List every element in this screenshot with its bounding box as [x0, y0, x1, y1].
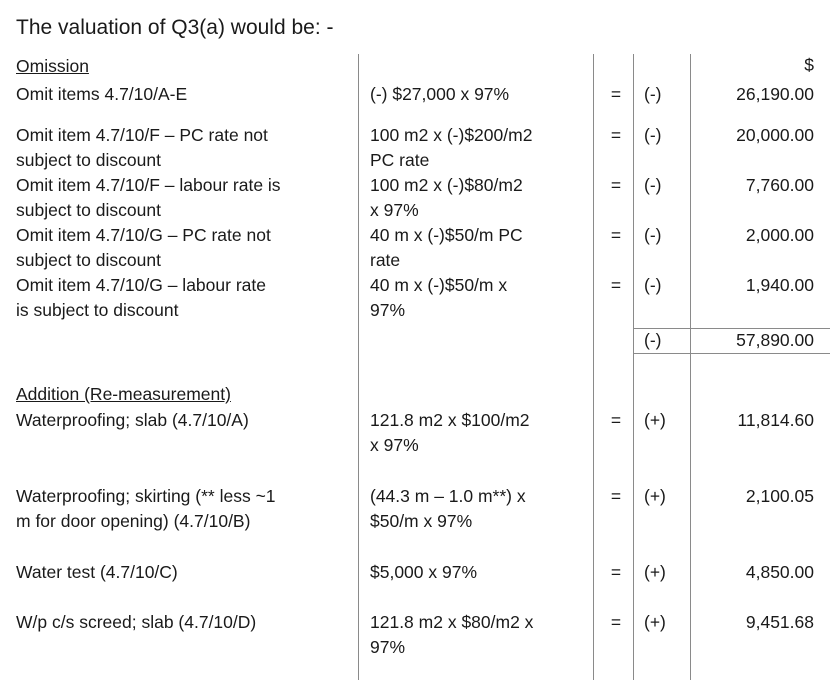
column-divider: [593, 54, 594, 680]
row-amount: 20,000.00: [736, 125, 814, 145]
total-top-rule: [633, 328, 830, 329]
row-amount: 9,451.68: [745, 612, 814, 632]
row-calculation: $5,000 x 97%: [370, 562, 478, 582]
row-calculation: 40 m x (-)$50/m x: [370, 275, 508, 295]
row-calculation: 40 m x (-)$50/m PC: [370, 225, 523, 245]
row-amount: 11,814.60: [737, 410, 814, 430]
equals-sign: =: [610, 275, 622, 295]
row-sign: (-): [644, 84, 662, 104]
row-amount: 26,190.00: [736, 84, 814, 104]
row-calculation: (-) $27,000 x 97%: [370, 84, 510, 104]
row-amount: 2,100.05: [745, 486, 814, 506]
row-calculation: PC rate: [370, 150, 430, 170]
row-sign: (-): [644, 125, 662, 145]
equals-sign: =: [610, 486, 622, 506]
row-calculation: 100 m2 x (-)$200/m2: [370, 125, 533, 145]
page-title: The valuation of Q3(a) would be: -: [16, 16, 334, 39]
equals-sign: =: [610, 562, 622, 582]
equals-sign: =: [610, 225, 622, 245]
row-calculation: 97%: [370, 637, 406, 657]
equals-sign: =: [610, 84, 622, 104]
column-divider: [633, 54, 634, 680]
row-calculation: 121.8 m2 x $80/m2 x: [370, 612, 534, 632]
section-heading-addition: Addition (Re-measurement): [16, 384, 231, 404]
row-sign: (-): [644, 225, 662, 245]
row-description: m for door opening) (4.7/10/B): [16, 511, 251, 531]
total-amount: 57,890.00: [736, 330, 814, 350]
row-calculation: 100 m2 x (-)$80/m2: [370, 175, 523, 195]
equals-sign: =: [610, 175, 622, 195]
row-calculation: x 97%: [370, 435, 419, 455]
row-description: subject to discount: [16, 250, 161, 270]
row-description: Waterproofing; skirting (** less ~1: [16, 486, 276, 506]
row-amount: 2,000.00: [745, 225, 814, 245]
row-description: W/p c/s screed; slab (4.7/10/D): [16, 612, 257, 632]
row-calculation: 121.8 m2 x $100/m2: [370, 410, 530, 430]
row-sign: (-): [644, 275, 662, 295]
row-description: Water test (4.7/10/C): [16, 562, 178, 582]
row-calculation: rate: [370, 250, 401, 270]
row-description: subject to discount: [16, 150, 161, 170]
total-bottom-rule: [633, 353, 830, 354]
row-description: Waterproofing; slab (4.7/10/A): [16, 410, 249, 430]
row-description: Omit item 4.7/10/G – PC rate not: [16, 225, 271, 245]
row-description: Omit items 4.7/10/A-E: [16, 84, 188, 104]
row-description: Omit item 4.7/10/F – PC rate not: [16, 125, 268, 145]
row-amount: 7,760.00: [745, 175, 814, 195]
row-sign: (+): [644, 486, 666, 506]
total-sign: (-): [644, 330, 662, 350]
row-calculation: $50/m x 97%: [370, 511, 473, 531]
row-calculation: (44.3 m – 1.0 m**) x: [370, 486, 526, 506]
row-description: subject to discount: [16, 200, 161, 220]
row-sign: (+): [644, 612, 666, 632]
row-sign: (-): [644, 175, 662, 195]
equals-sign: =: [610, 612, 622, 632]
row-calculation: x 97%: [370, 200, 419, 220]
column-divider: [690, 54, 691, 680]
row-sign: (+): [644, 562, 666, 582]
row-description: is subject to discount: [16, 300, 179, 320]
row-amount: 1,940.00: [745, 275, 814, 295]
equals-sign: =: [610, 410, 622, 430]
row-description: Omit item 4.7/10/F – labour rate is: [16, 175, 281, 195]
row-calculation: 97%: [370, 300, 406, 320]
equals-sign: =: [610, 125, 622, 145]
row-sign: (+): [644, 410, 666, 430]
row-description: Omit item 4.7/10/G – labour rate: [16, 275, 266, 295]
row-amount: 4,850.00: [745, 562, 814, 582]
section-heading-omission: Omission: [16, 56, 89, 76]
column-divider: [358, 54, 359, 680]
currency-header: $: [804, 55, 814, 75]
